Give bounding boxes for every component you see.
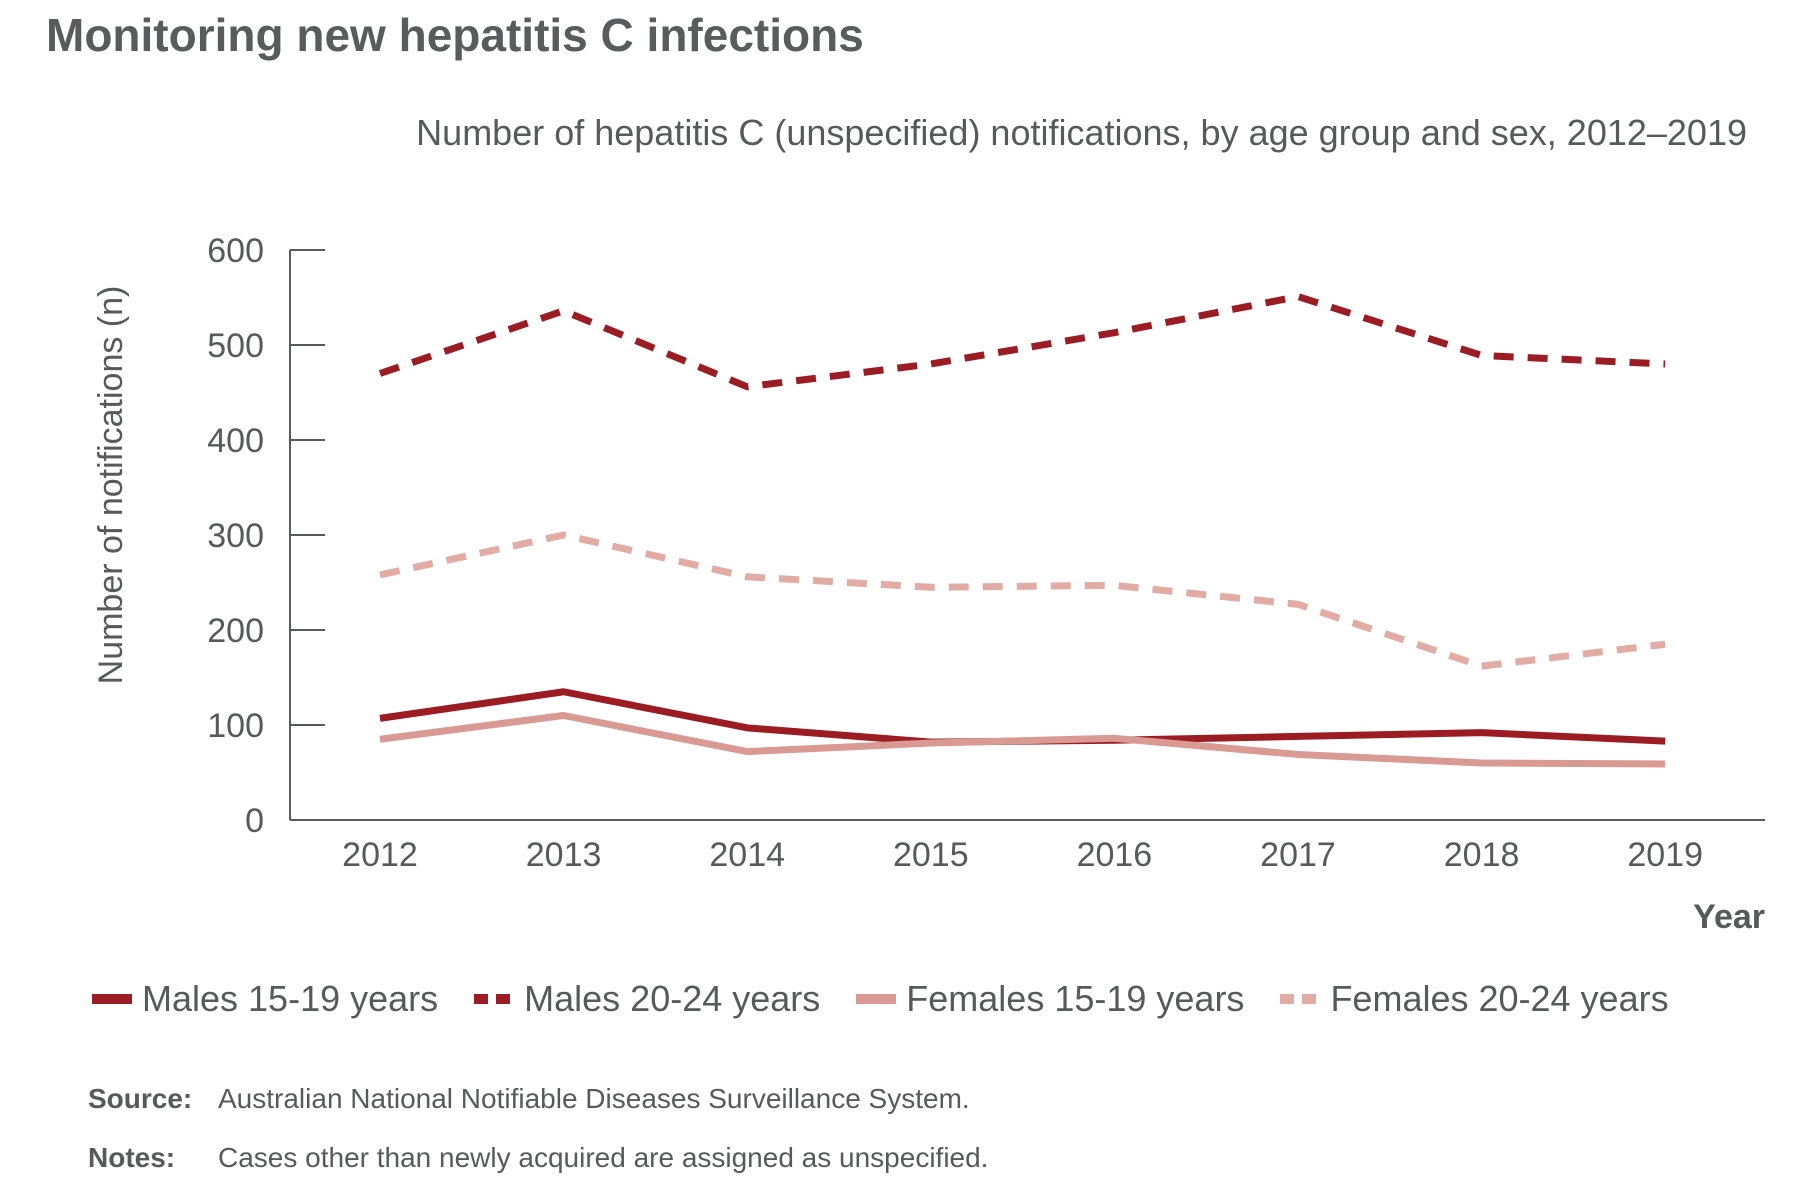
series-line-females-20-24-years [379,531,1666,670]
notes-note: Notes: Cases other than newly acquired a… [88,1142,988,1174]
x-tick-label: 2015 [893,836,969,874]
x-tick-label: 2014 [709,836,785,874]
source-label: Source: [88,1083,193,1114]
x-tick-label: 2016 [1077,836,1153,874]
y-tick-label: 400 [207,422,264,460]
legend-item: Males 15-19 years [92,978,438,1020]
x-axis-ticks: 2012 2013 2014 2015 2016 2017 2018 2019 [342,836,1703,874]
y-tick-label: 600 [207,232,264,270]
series-lines [378,293,1666,768]
legend-label: Females 15-19 years [906,978,1245,1019]
source-note: Source: Australian National Notifiable D… [88,1083,970,1115]
legend-swatch [474,994,515,1004]
page-title: Monitoring new hepatitis C infections [46,9,864,61]
y-tick-label: 300 [207,517,264,555]
legend-swatch [856,994,897,1004]
source-text: Australian National Notifiable Diseases … [218,1083,970,1114]
legend-label: Males 15-19 years [142,978,439,1019]
series-line-females-15-19-years [379,712,1666,768]
legend-item: Females 20-24 years [1280,978,1669,1020]
x-tick-label: 2017 [1260,836,1336,874]
y-axis-ticks: 0 100 200 300 400 500 600 [207,232,325,840]
legend-label: Males 20-24 years [524,978,821,1019]
notes-label: Notes: [88,1142,176,1173]
notes-text: Cases other than newly acquired are assi… [218,1142,989,1173]
legend-swatch [1280,994,1321,1004]
legend-item: Females 15-19 years [856,978,1244,1020]
legend: Males 15-19 years Males 20-24 years Female… [92,978,1705,1020]
legend-label: Females 20-24 years [1330,978,1669,1019]
x-tick-label: 2019 [1627,836,1703,874]
x-axis-title: Year [1693,898,1765,936]
y-tick-label: 200 [207,612,264,650]
y-axis-title: Number of notifications (n) [92,286,130,685]
x-tick-label: 2012 [342,836,418,874]
series-line-males-20-24-years [378,293,1666,391]
y-tick-label: 0 [245,802,264,840]
x-tick-label: 2018 [1444,836,1520,874]
legend-item: Males 20-24 years [474,978,820,1020]
legend-swatch [92,994,132,1004]
chart-title: Number of hepatitis C (unspecified) noti… [416,112,1747,153]
y-tick-label: 100 [207,707,264,745]
y-tick-label: 500 [207,327,264,365]
x-tick-label: 2013 [526,836,602,874]
